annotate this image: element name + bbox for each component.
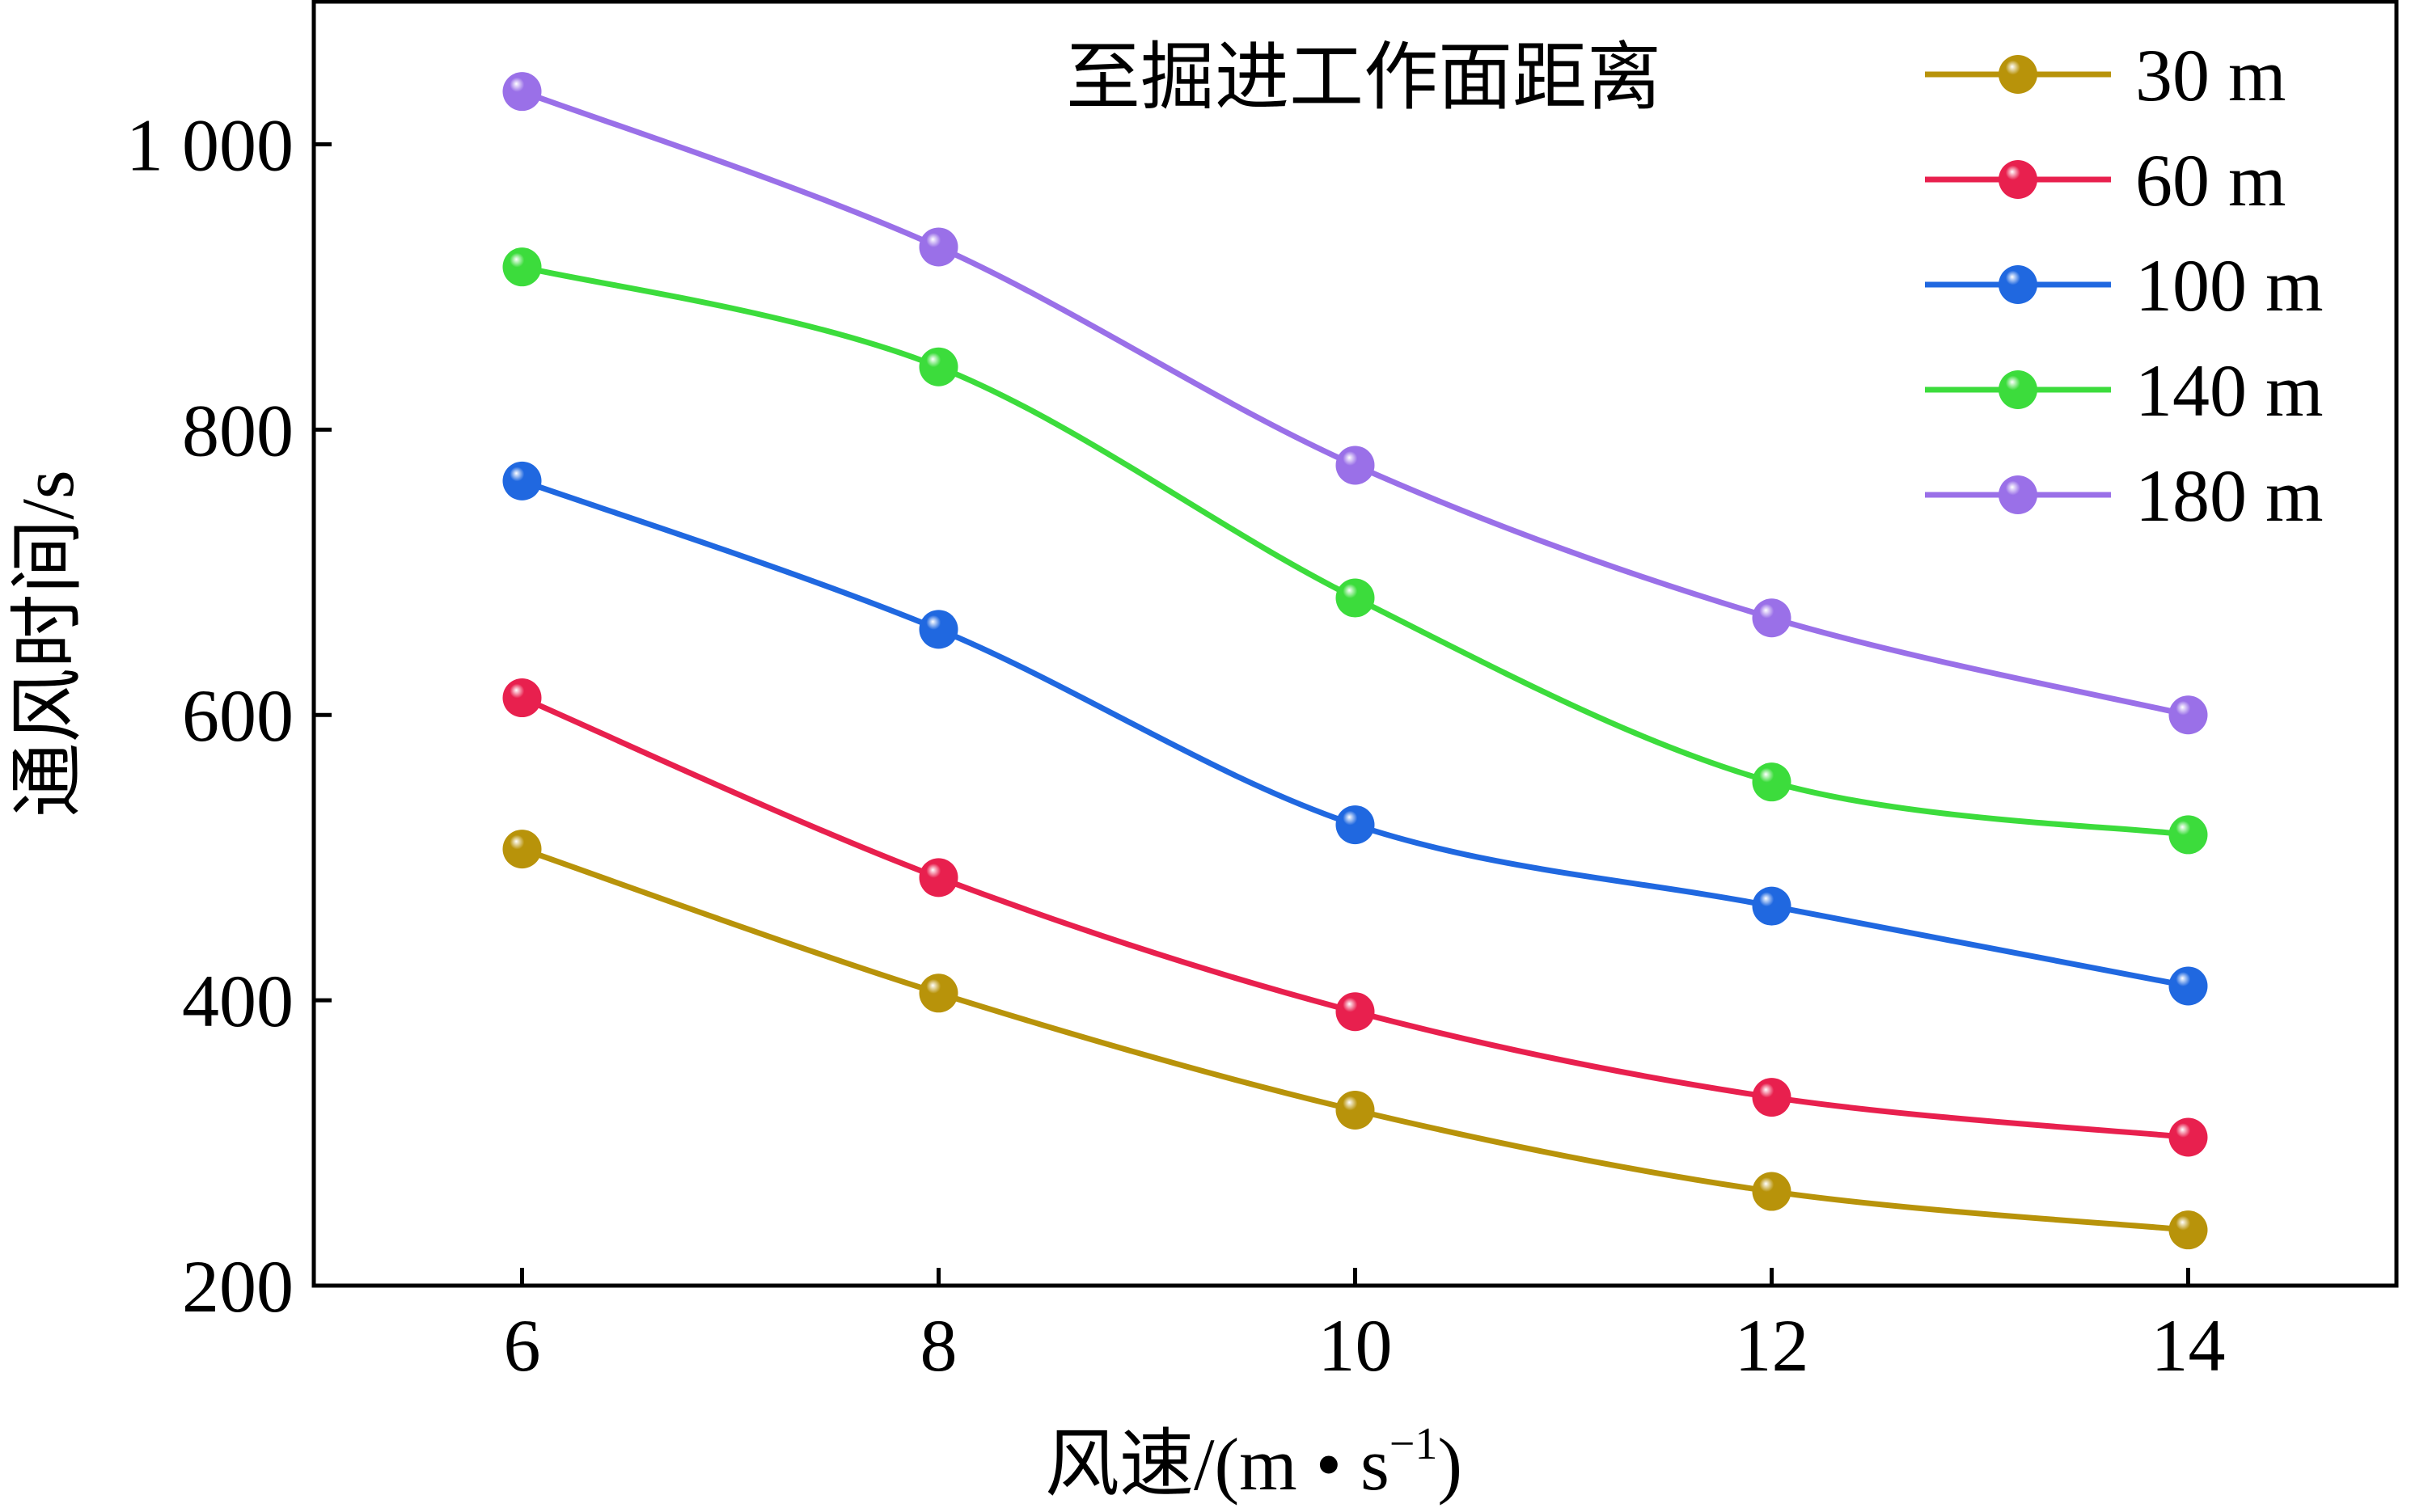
data-point (2169, 815, 2208, 854)
data-point (1336, 579, 1375, 618)
series-line (522, 267, 2189, 834)
legend: 30 m 60 m 100 m 140 m 180 m (1925, 34, 2324, 537)
x-axis-title-superscript: −1 (1389, 1419, 1438, 1469)
legend-swatch-marker (1999, 475, 2037, 514)
x-axis-title-tail: ) (1437, 1423, 1462, 1506)
data-point (1753, 1172, 1791, 1211)
x-axis-title-main: 风速/(m • s (1045, 1423, 1389, 1506)
y-tick-label: 1 000 (126, 103, 294, 186)
x-tick-label: 14 (2151, 1304, 2226, 1387)
legend-label: 60 m (2135, 139, 2286, 222)
data-point (1753, 1078, 1791, 1117)
data-point (503, 678, 542, 717)
data-point (920, 348, 958, 386)
data-point (920, 974, 958, 1012)
x-tick-label: 8 (920, 1304, 958, 1387)
y-tick-label: 400 (182, 960, 294, 1042)
data-point (920, 227, 958, 266)
data-point (2169, 966, 2208, 1005)
legend-label: 140 m (2135, 349, 2324, 432)
data-point (503, 72, 542, 111)
data-point (920, 610, 958, 648)
x-tick-label: 10 (1318, 1304, 1393, 1387)
y-tick-label: 800 (182, 389, 294, 471)
data-point (1336, 992, 1375, 1031)
x-tick-label: 12 (1735, 1304, 1809, 1387)
series-lines (522, 91, 2189, 1230)
data-point (1336, 446, 1375, 484)
data-point (1753, 887, 1791, 926)
data-point (503, 462, 542, 500)
data-point (2169, 695, 2208, 734)
series-points (503, 72, 2208, 1249)
data-point (1336, 805, 1375, 844)
y-tick-label: 200 (182, 1245, 294, 1328)
series-line (522, 91, 2189, 715)
legend-swatch-marker (1999, 370, 2037, 409)
series-line (522, 481, 2189, 986)
y-axis-title: 通风时间/s (6, 470, 89, 817)
data-point (2169, 1210, 2208, 1249)
data-point (1753, 762, 1791, 801)
legend-swatch-marker (1999, 160, 2037, 199)
legend-label: 30 m (2135, 34, 2286, 116)
x-axis-title: 风速/(m • s−1) (1045, 1419, 1462, 1506)
data-point (1336, 1091, 1375, 1130)
legend-label: 180 m (2135, 454, 2324, 537)
x-tick-label: 6 (504, 1304, 541, 1387)
y-tick-label: 600 (182, 674, 294, 757)
data-point (1753, 598, 1791, 637)
data-point (503, 247, 542, 286)
series-line (522, 698, 2189, 1137)
legend-swatch-marker (1999, 265, 2037, 304)
legend-title: 至掘进工作面距离 (1066, 36, 1661, 119)
series-line (522, 849, 2189, 1230)
data-point (920, 858, 958, 897)
legend-label: 100 m (2135, 244, 2324, 327)
data-point (503, 830, 542, 868)
data-point (2169, 1117, 2208, 1156)
legend-swatch-marker (1999, 55, 2037, 94)
